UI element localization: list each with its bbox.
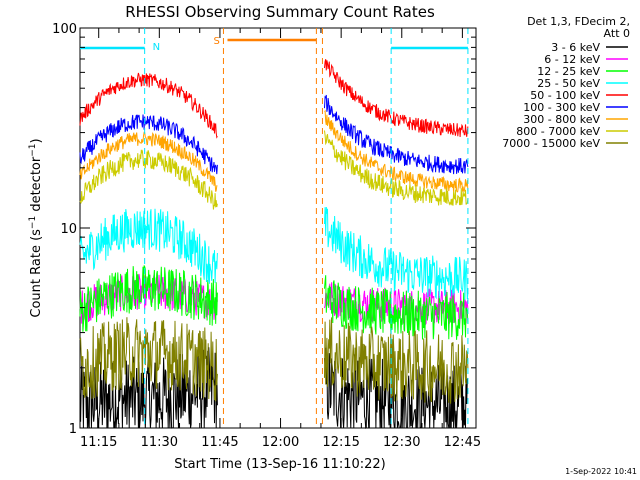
- x-axis-label: Start Time (13-Sep-16 11:10:22): [174, 457, 385, 472]
- y-label-part: ): [29, 138, 44, 143]
- series-2: [79, 265, 469, 340]
- x-tick-label: 12:45: [444, 435, 481, 450]
- series-line: [79, 347, 218, 429]
- x-tick-label: 12:30: [383, 435, 420, 450]
- x-tick-label: 11:30: [141, 435, 178, 450]
- series-line: [79, 131, 218, 192]
- y-tick-label: 10: [60, 222, 77, 237]
- series-3: [79, 206, 469, 300]
- series-line: [324, 59, 469, 138]
- series-line: [324, 130, 469, 206]
- series-line: [79, 114, 218, 175]
- series-line: [79, 208, 218, 284]
- legend-label: 800 - 7000 keV: [516, 125, 600, 138]
- series-line: [79, 265, 218, 332]
- series-line: [79, 272, 218, 325]
- legend-label: 300 - 800 keV: [523, 113, 600, 126]
- series-line: [324, 347, 469, 430]
- timestamp: 1-Sep-2022 10:41: [565, 467, 637, 476]
- series-layer: [79, 59, 469, 430]
- series-7: [79, 130, 469, 210]
- series-line: [79, 149, 218, 210]
- night-flag-label: N: [153, 42, 160, 53]
- series-line: [79, 72, 218, 139]
- legend-header-2: Att 0: [604, 27, 630, 40]
- y-label-sup: −1: [28, 216, 38, 229]
- series-line: [324, 94, 469, 175]
- y-tick-label: 1: [69, 422, 77, 437]
- y-label-part: detector: [29, 156, 44, 216]
- series-8: [79, 317, 469, 404]
- series-line: [324, 317, 469, 404]
- legend-label: 6 - 12 keV: [544, 53, 600, 66]
- x-tick-label: 11:45: [201, 435, 238, 450]
- legend-label: 12 - 25 keV: [537, 65, 600, 78]
- series-4: [79, 59, 469, 139]
- series-line: [79, 317, 218, 402]
- series-6: [79, 109, 469, 193]
- y-axis-label: Count Rate (s−1 detector−1): [28, 138, 44, 317]
- legend-label: 50 - 100 keV: [530, 89, 600, 102]
- legend-label: 100 - 300 keV: [523, 101, 600, 114]
- chart-title: RHESSI Observing Summary Count Rates: [125, 3, 435, 21]
- y-label-sup: −1: [28, 143, 38, 156]
- legend-label: 25 - 50 keV: [537, 77, 600, 90]
- x-tick-label: 12:15: [322, 435, 359, 450]
- legend-header-1: Det 1,3, FDecim 2,: [527, 15, 630, 28]
- series-line: [324, 206, 469, 300]
- flag-layer: NS: [80, 28, 469, 428]
- series-line: [324, 275, 469, 340]
- series-0: [79, 347, 469, 430]
- legend-label: 3 - 6 keV: [551, 41, 600, 54]
- series-5: [79, 94, 469, 175]
- axis-layer: 1 10 100 11:15 11:30 11:45 12:00 12:15 12:30 12:4…: [52, 22, 481, 450]
- saa-flag-label: S: [213, 36, 219, 47]
- series-line: [324, 109, 469, 193]
- x-tick-label: 11:15: [80, 435, 117, 450]
- y-tick-label: 100: [52, 22, 77, 37]
- y-label-part: Count Rate (s: [29, 229, 44, 318]
- x-tick-label: 12:00: [262, 435, 299, 450]
- legend-label: 7000 - 15000 keV: [502, 137, 600, 150]
